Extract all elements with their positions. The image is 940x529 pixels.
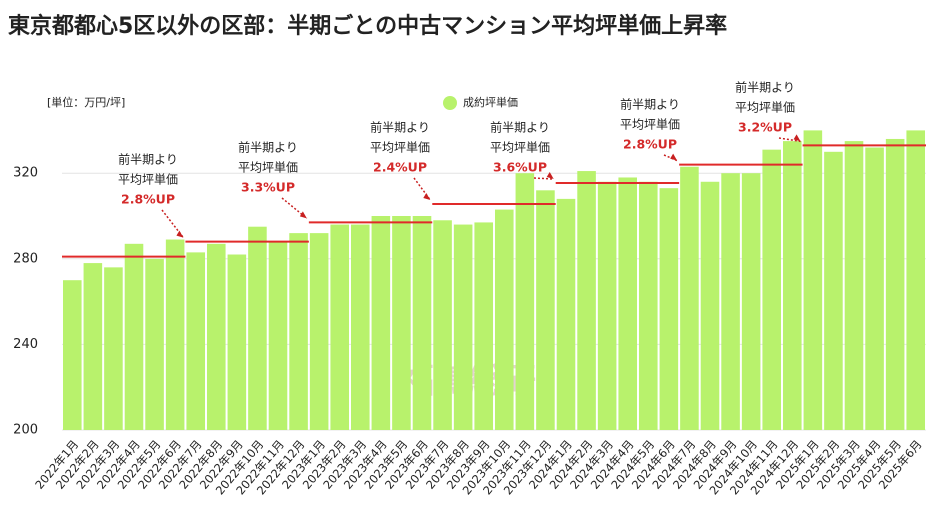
bar	[227, 254, 247, 430]
bar	[104, 267, 123, 430]
arrow-head	[176, 230, 184, 238]
annotation-text: 平均坪単価	[620, 118, 680, 132]
bar	[63, 280, 82, 430]
legend-marker	[443, 96, 457, 110]
arrow-head	[299, 211, 307, 219]
annotation-text: 前半期より	[735, 80, 795, 95]
bar	[453, 224, 473, 430]
annotation-text: 前半期より	[118, 152, 178, 167]
bar	[145, 258, 164, 430]
annotation-text: 平均坪単価	[118, 173, 178, 187]
annotation-text: 平均坪単価	[238, 161, 298, 175]
bar	[783, 141, 802, 430]
bar	[536, 190, 555, 430]
bar	[618, 177, 637, 430]
bar	[700, 181, 720, 430]
bar	[433, 220, 452, 430]
bar	[865, 147, 884, 430]
bar	[556, 198, 576, 430]
bar	[515, 173, 535, 430]
annotation-arrow	[281, 197, 308, 219]
annotation-arrow	[533, 177, 554, 180]
annotation-change: 2.8%UP	[121, 192, 175, 207]
bar	[495, 209, 514, 430]
bar	[248, 226, 267, 430]
arrow-head	[670, 153, 678, 161]
unit-label: [単位：万円/坪]	[47, 95, 125, 109]
legend-label: 成約坪単価	[463, 95, 518, 109]
bar	[371, 216, 391, 430]
arrow-head	[423, 193, 431, 201]
annotation-change: 3.2%UP	[738, 120, 792, 135]
chart-title: 東京都都心5区以外の区部：半期ごとの中古マンション平均坪単価上昇率	[8, 13, 727, 39]
bar	[83, 263, 103, 430]
annotation-text: 前半期より	[620, 97, 680, 112]
y-tick-label: 280	[13, 251, 38, 266]
bar	[762, 149, 781, 430]
annotation-text: 前半期より	[490, 120, 550, 135]
bar	[844, 141, 864, 430]
annotation-change: 3.3%UP	[241, 180, 295, 195]
y-tick-label: 200	[13, 423, 38, 438]
bar	[824, 151, 843, 431]
bar	[659, 188, 679, 430]
bar	[577, 171, 596, 430]
annotation-text: 平均坪単価	[370, 141, 430, 155]
bar	[309, 233, 329, 430]
annotation-text: 平均坪単価	[490, 141, 550, 155]
bar	[124, 243, 144, 430]
bar	[289, 233, 308, 430]
annotation-text: 前半期より	[238, 140, 298, 155]
bar	[392, 216, 411, 430]
bar	[639, 181, 658, 430]
bar	[741, 173, 761, 430]
bar	[803, 130, 823, 430]
arrow-head	[793, 134, 801, 142]
annotation-text: 前半期より	[370, 120, 430, 135]
annotation-change: 2.4%UP	[373, 160, 427, 175]
y-tick-label: 320	[13, 166, 38, 181]
bar	[186, 252, 205, 430]
bar	[351, 224, 370, 430]
bar	[165, 239, 185, 430]
bar	[597, 181, 617, 430]
annotation-text: 平均坪単価	[735, 101, 795, 115]
bar	[906, 130, 925, 430]
bar	[721, 173, 740, 430]
bar	[330, 224, 349, 430]
bar	[207, 243, 226, 430]
annotation-change: 3.6%UP	[493, 160, 547, 175]
annotation-change: 2.8%UP	[623, 137, 677, 152]
arrow-head	[546, 172, 554, 180]
bar	[885, 138, 905, 430]
bar	[268, 241, 288, 430]
annotation-arrow	[413, 177, 431, 201]
y-tick-label: 240	[13, 337, 38, 352]
bar	[474, 222, 493, 430]
bar	[680, 166, 699, 430]
bar	[412, 216, 432, 430]
